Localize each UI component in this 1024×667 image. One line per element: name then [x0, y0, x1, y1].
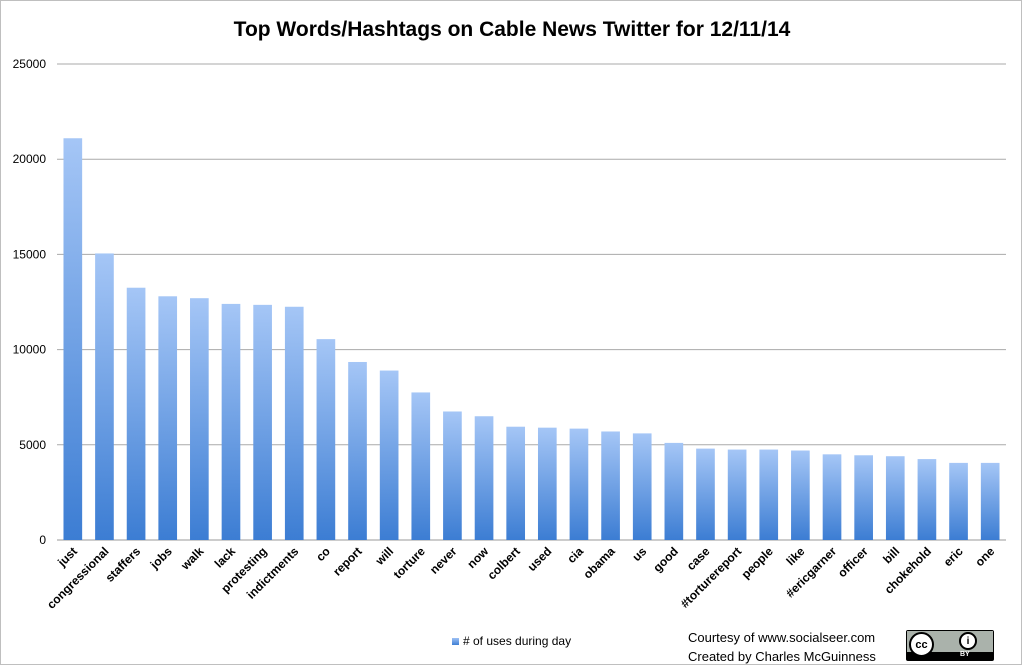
- gridlines: [57, 63, 1006, 541]
- bar-just: [63, 138, 83, 541]
- bar-us: [632, 433, 652, 540]
- category-label: just: [54, 544, 80, 570]
- bar-jobs: [158, 296, 178, 540]
- bar-protesting: [253, 304, 272, 540]
- bar-one: [980, 462, 1000, 540]
- category-label: case: [684, 544, 713, 573]
- category-label: eric: [941, 544, 966, 569]
- y-tick-label: 5000: [19, 438, 46, 452]
- category-label: obama: [580, 544, 617, 581]
- legend: # of uses during day: [452, 634, 571, 648]
- category-label: report: [330, 544, 364, 578]
- bar-torture: [411, 392, 431, 540]
- credits: Courtesy of www.socialseer.com Created b…: [688, 628, 876, 666]
- y-tick-label: 15000: [13, 247, 47, 261]
- category-label: never: [427, 544, 460, 577]
- category-label: lack: [212, 544, 239, 571]
- category-label: used: [525, 544, 555, 574]
- bar-case: [696, 448, 715, 540]
- bar-colbert: [506, 426, 526, 540]
- bar-co: [316, 339, 336, 540]
- category-label: officer: [835, 544, 871, 580]
- category-label: cia: [564, 544, 586, 566]
- bar-congressional: [95, 253, 114, 540]
- category-label: bill: [880, 544, 902, 566]
- bar-like: [791, 450, 810, 540]
- y-tick-label: 25000: [13, 57, 47, 71]
- category-label: co: [313, 544, 333, 564]
- credit-author: Created by Charles McGuinness: [688, 649, 876, 664]
- category-label: will: [372, 544, 396, 568]
- bar-report: [348, 361, 367, 540]
- bar-never: [443, 411, 462, 540]
- bar-lack: [221, 303, 241, 540]
- category-label: torture: [391, 544, 428, 581]
- bar-people: [759, 449, 779, 540]
- category-label: one: [972, 544, 997, 569]
- bar-good: [664, 442, 684, 540]
- category-label: walk: [177, 544, 206, 573]
- category-label: people: [739, 544, 776, 581]
- cc-by-license-badge[interactable]: cc i BY: [906, 630, 994, 661]
- bar-hash-ericgarner: [822, 454, 842, 540]
- bar-chokehold: [917, 459, 937, 540]
- y-tick-label: 20000: [13, 152, 47, 166]
- bar-officer: [854, 455, 873, 540]
- bar-obama: [601, 431, 620, 540]
- bar-now: [474, 416, 494, 540]
- category-label: like: [783, 544, 807, 568]
- bars: [63, 138, 1000, 541]
- y-tick-label: 0: [39, 533, 46, 547]
- bar-used: [537, 427, 557, 540]
- bar-cia: [569, 428, 589, 540]
- chart-title: Top Words/Hashtags on Cable News Twitter…: [233, 18, 791, 41]
- bar-hash-torturereport: [727, 449, 747, 540]
- legend-label: # of uses during day: [463, 634, 572, 648]
- by-label: BY: [960, 651, 970, 658]
- legend-swatch: [452, 637, 459, 645]
- category-label: colbert: [485, 544, 523, 582]
- bar-indictments: [284, 306, 304, 540]
- category-label: us: [630, 544, 650, 564]
- y-tick-label: 10000: [13, 343, 47, 357]
- category-label: jobs: [147, 544, 175, 572]
- bar-walk: [190, 298, 209, 540]
- cc-icon: cc: [909, 632, 934, 657]
- credit-courtesy: Courtesy of www.socialseer.com: [688, 630, 876, 645]
- bar-bill: [885, 456, 905, 540]
- bar-eric: [949, 462, 968, 540]
- category-label: now: [464, 544, 491, 571]
- y-axis-ticks: 0 5000 10000 15000 20000 25000: [13, 57, 47, 547]
- bar-will: [379, 370, 399, 540]
- bar-staffers: [126, 287, 146, 540]
- attribution-icon: i: [959, 632, 977, 650]
- category-label: staffers: [103, 544, 144, 585]
- category-label: good: [650, 544, 681, 575]
